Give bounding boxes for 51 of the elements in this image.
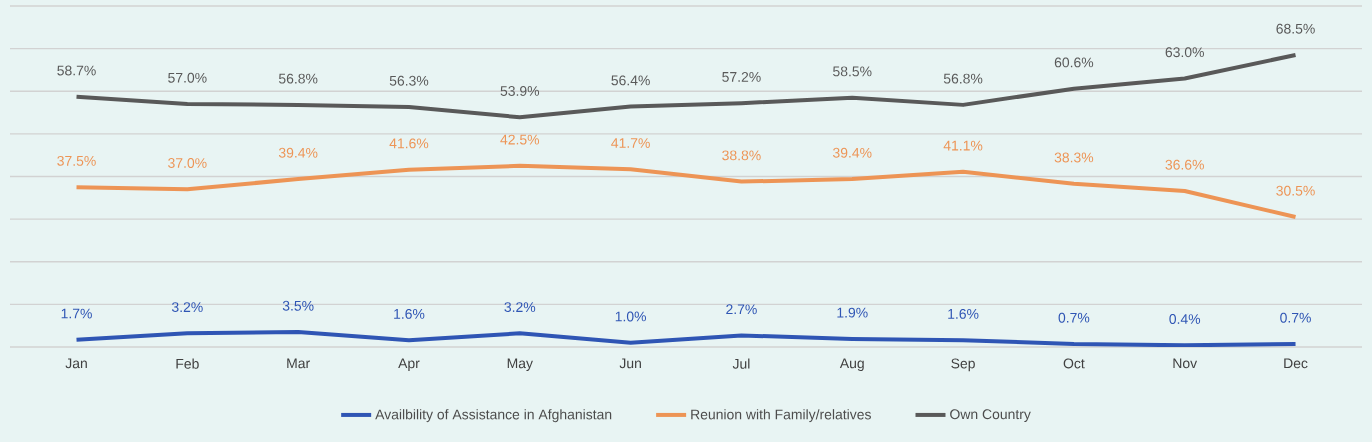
x-tick-label: Jan (65, 358, 87, 369)
data-label: 58.5% (833, 66, 872, 77)
data-label: 57.2% (722, 71, 761, 82)
data-label: 56.4% (611, 75, 650, 86)
data-label: 57.0% (168, 72, 207, 83)
x-tick-label: Mar (287, 358, 310, 369)
x-tick-label: Jul (732, 358, 750, 369)
data-label: 56.8% (278, 73, 318, 84)
data-label: 41.1% (943, 140, 983, 151)
legend-label: Availbility of Assistance in Afghanistan (375, 409, 612, 423)
x-tick-label: May (507, 358, 533, 371)
data-label: 41.6% (389, 138, 429, 149)
legend-label: Own Country (950, 409, 1031, 422)
data-label: 60.6% (1054, 57, 1094, 68)
data-label: 1.0% (615, 311, 647, 322)
data-label: 39.4% (833, 147, 872, 158)
data-label: 1.6% (948, 308, 979, 319)
data-label: 37.5% (57, 155, 96, 166)
x-tick-label: Feb (176, 358, 199, 369)
data-label: 39.4% (278, 147, 318, 158)
x-tick-label: Apr (398, 358, 420, 371)
data-label: 0.7% (1058, 312, 1090, 323)
data-label: 38.8% (722, 150, 761, 161)
data-label: 1.9% (837, 307, 868, 318)
data-label: 0.7% (1280, 312, 1311, 323)
data-label: 38.3% (1054, 152, 1094, 163)
data-label: 3.2% (171, 302, 203, 313)
data-label: 56.8% (943, 73, 983, 84)
x-tick-label: Nov (1173, 358, 1198, 369)
legend-label: Reunion with Family/relatives (691, 409, 871, 423)
x-tick-label: Dec (1284, 358, 1308, 369)
data-label: 1.6% (394, 308, 425, 319)
data-label: 0.4% (1169, 314, 1201, 324)
data-label: 42.5% (500, 134, 540, 145)
x-tick-label: Oct (1063, 358, 1085, 369)
data-label: 36.6% (1165, 159, 1204, 170)
data-label: 53.9% (500, 86, 540, 96)
data-label: 37.0% (168, 158, 207, 168)
data-label: 30.5% (1276, 185, 1315, 196)
x-tick-label: Jun (619, 358, 641, 369)
data-label: 58.7% (57, 65, 96, 76)
data-label: 41.7% (611, 138, 650, 148)
data-label: 63.0% (1165, 47, 1204, 58)
data-label: 1.7% (61, 308, 92, 319)
data-label: 68.5% (1276, 23, 1315, 34)
x-tick-label: Sep (951, 358, 975, 372)
x-tick-label: Aug (839, 358, 864, 371)
data-label: 3.5% (282, 300, 314, 311)
data-label: 3.2% (504, 302, 536, 313)
data-label: 2.7% (726, 304, 757, 315)
data-label: 56.3% (389, 75, 429, 86)
